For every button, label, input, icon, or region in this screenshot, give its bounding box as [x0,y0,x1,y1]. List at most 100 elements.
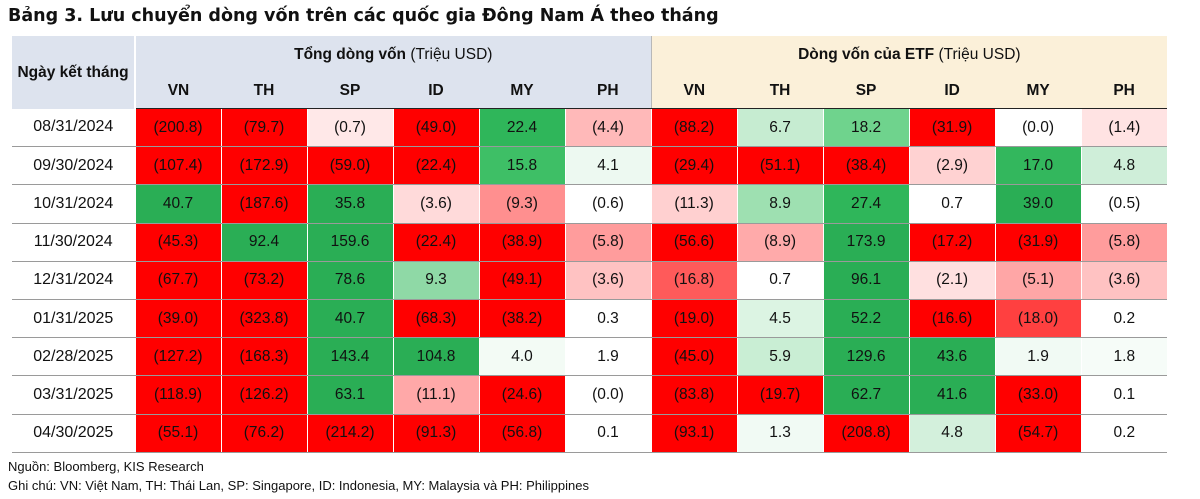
etf-cell-vn: (93.1) [650,414,738,453]
etf-cell-ph: (0.5) [1080,184,1168,224]
etf-cell-vn: (19.0) [650,299,738,339]
total-cell-my: 4.0 [478,337,565,377]
etf-cell-sp: 52.2 [822,299,910,339]
etf-cell-id: (16.6) [908,299,996,339]
etf-cell-ph: (5.8) [1080,223,1168,262]
table-row: 11/30/2024 (45.3) 92.4 159.6 (22.4) (38.9) (5.… [12,223,1168,262]
etf-header-sp: SP [823,74,910,109]
etf-cell-ph: 0.2 [1080,299,1168,339]
total-cell-my: (24.6) [478,375,565,415]
total-cell-ph: (0.0) [564,375,652,415]
etf-cell-th: (8.9) [736,223,824,262]
etf-header-ph: PH [1081,74,1168,109]
etf-cell-sp: 62.7 [822,375,910,415]
total-cell-id: 9.3 [392,261,479,300]
etf-cell-vn: (45.0) [650,337,738,377]
etf-header-th: TH [737,74,824,109]
total-cell-sp: 159.6 [306,223,393,262]
table-row: 04/30/2025 (55.1) (76.2) (214.2) (91.3) (56.8… [12,414,1168,453]
etf-cell-id: 0.7 [908,184,996,224]
total-cell-sp: 78.6 [306,261,393,300]
etf-cell-sp: 18.2 [822,108,910,148]
table-row: 01/31/2025 (39.0) (323.8) 40.7 (68.3) (38.2) 0… [12,299,1168,339]
etf-cell-vn: (56.6) [650,223,738,262]
etf-cell-ph: (3.6) [1080,261,1168,300]
etf-cell-th: (19.7) [736,375,824,415]
etf-cell-my: 39.0 [994,184,1082,224]
etf-flow-group-header: Dòng vốn của ETF (Triệu USD) [650,36,1168,74]
row-date: 03/31/2025 [12,375,135,415]
total-cell-th: (187.6) [220,184,307,224]
table-row: 09/30/2024 (107.4) (172.9) (59.0) (22.4) 15.8… [12,146,1168,186]
etf-cell-ph: 1.8 [1080,337,1168,377]
total-cell-my: (49.1) [478,261,565,300]
etf-cell-my: 17.0 [994,146,1082,186]
total-cell-vn: 40.7 [134,184,221,224]
row-date: 12/31/2024 [12,261,135,300]
etf-cell-th: 6.7 [736,108,824,148]
etf-cell-ph: (1.4) [1080,108,1168,148]
total-cell-id: (22.4) [392,146,479,186]
total-cell-th: (168.3) [220,337,307,377]
table-row: 02/28/2025 (127.2) (168.3) 143.4 104.8 4.0 1.9… [12,337,1168,377]
total-cell-id: (22.4) [392,223,479,262]
total-cell-ph: (4.4) [564,108,652,148]
etf-cell-my: 1.9 [994,337,1082,377]
etf-cell-sp: 96.1 [822,261,910,300]
total-header-sp: SP [307,74,393,109]
row-date: 08/31/2024 [12,108,135,148]
source-note: Nguồn: Bloomberg, KIS Research [8,459,204,474]
etf-cell-my: (5.1) [994,261,1082,300]
etf-cell-ph: 4.8 [1080,146,1168,186]
table-row: 12/31/2024 (67.7) (73.2) 78.6 9.3 (49.1) (3.6)… [12,261,1168,300]
total-header-th: TH [221,74,307,109]
total-cell-my: 15.8 [478,146,565,186]
etf-header-vn: VN [650,74,738,109]
total-cell-id: (68.3) [392,299,479,339]
country-header-row: VN TH SP ID MY PH VN TH SP ID MY PH [12,74,1168,109]
etf-cell-th: 1.3 [736,414,824,453]
total-cell-vn: (39.0) [134,299,221,339]
total-cell-th: (126.2) [220,375,307,415]
etf-cell-ph: 0.2 [1080,414,1168,453]
etf-cell-sp: 27.4 [822,184,910,224]
total-cell-ph: 4.1 [564,146,652,186]
etf-cell-id: (17.2) [908,223,996,262]
total-cell-th: (79.7) [220,108,307,148]
total-cell-my: (9.3) [478,184,565,224]
total-cell-sp: 40.7 [306,299,393,339]
total-cell-sp: 63.1 [306,375,393,415]
total-cell-id: (11.1) [392,375,479,415]
date-column-header: Ngày kết tháng [12,36,136,109]
table-body: 08/31/2024 (200.8) (79.7) (0.7) (49.0) 22.4 (4… [12,108,1168,453]
etf-cell-sp: (38.4) [822,146,910,186]
total-cell-th: (323.8) [220,299,307,339]
total-cell-ph: 0.1 [564,414,652,453]
total-cell-ph: (5.8) [564,223,652,262]
etf-cell-sp: (208.8) [822,414,910,453]
total-header-ph: PH [565,74,652,109]
etf-cell-th: 4.5 [736,299,824,339]
etf-cell-th: 8.9 [736,184,824,224]
etf-cell-vn: (29.4) [650,146,738,186]
total-cell-th: (76.2) [220,414,307,453]
total-cell-sp: (214.2) [306,414,393,453]
total-cell-ph: (3.6) [564,261,652,300]
capital-flow-table: Ngày kết tháng Tổng dòng vốn (Triệu USD)… [12,36,1168,453]
etf-cell-vn: (16.8) [650,261,738,300]
etf-cell-id: (2.9) [908,146,996,186]
etf-cell-th: (51.1) [736,146,824,186]
row-date: 09/30/2024 [12,146,135,186]
total-cell-vn: (55.1) [134,414,221,453]
etf-cell-id: 4.8 [908,414,996,453]
row-date: 11/30/2024 [12,223,135,262]
etf-cell-my: (31.9) [994,223,1082,262]
etf-cell-th: 5.9 [736,337,824,377]
total-cell-vn: (45.3) [134,223,221,262]
row-date: 10/31/2024 [12,184,135,224]
etf-cell-my: (0.0) [994,108,1082,148]
total-header-vn: VN [135,74,221,109]
total-cell-vn: (118.9) [134,375,221,415]
total-cell-id: (91.3) [392,414,479,453]
total-cell-sp: (0.7) [306,108,393,148]
